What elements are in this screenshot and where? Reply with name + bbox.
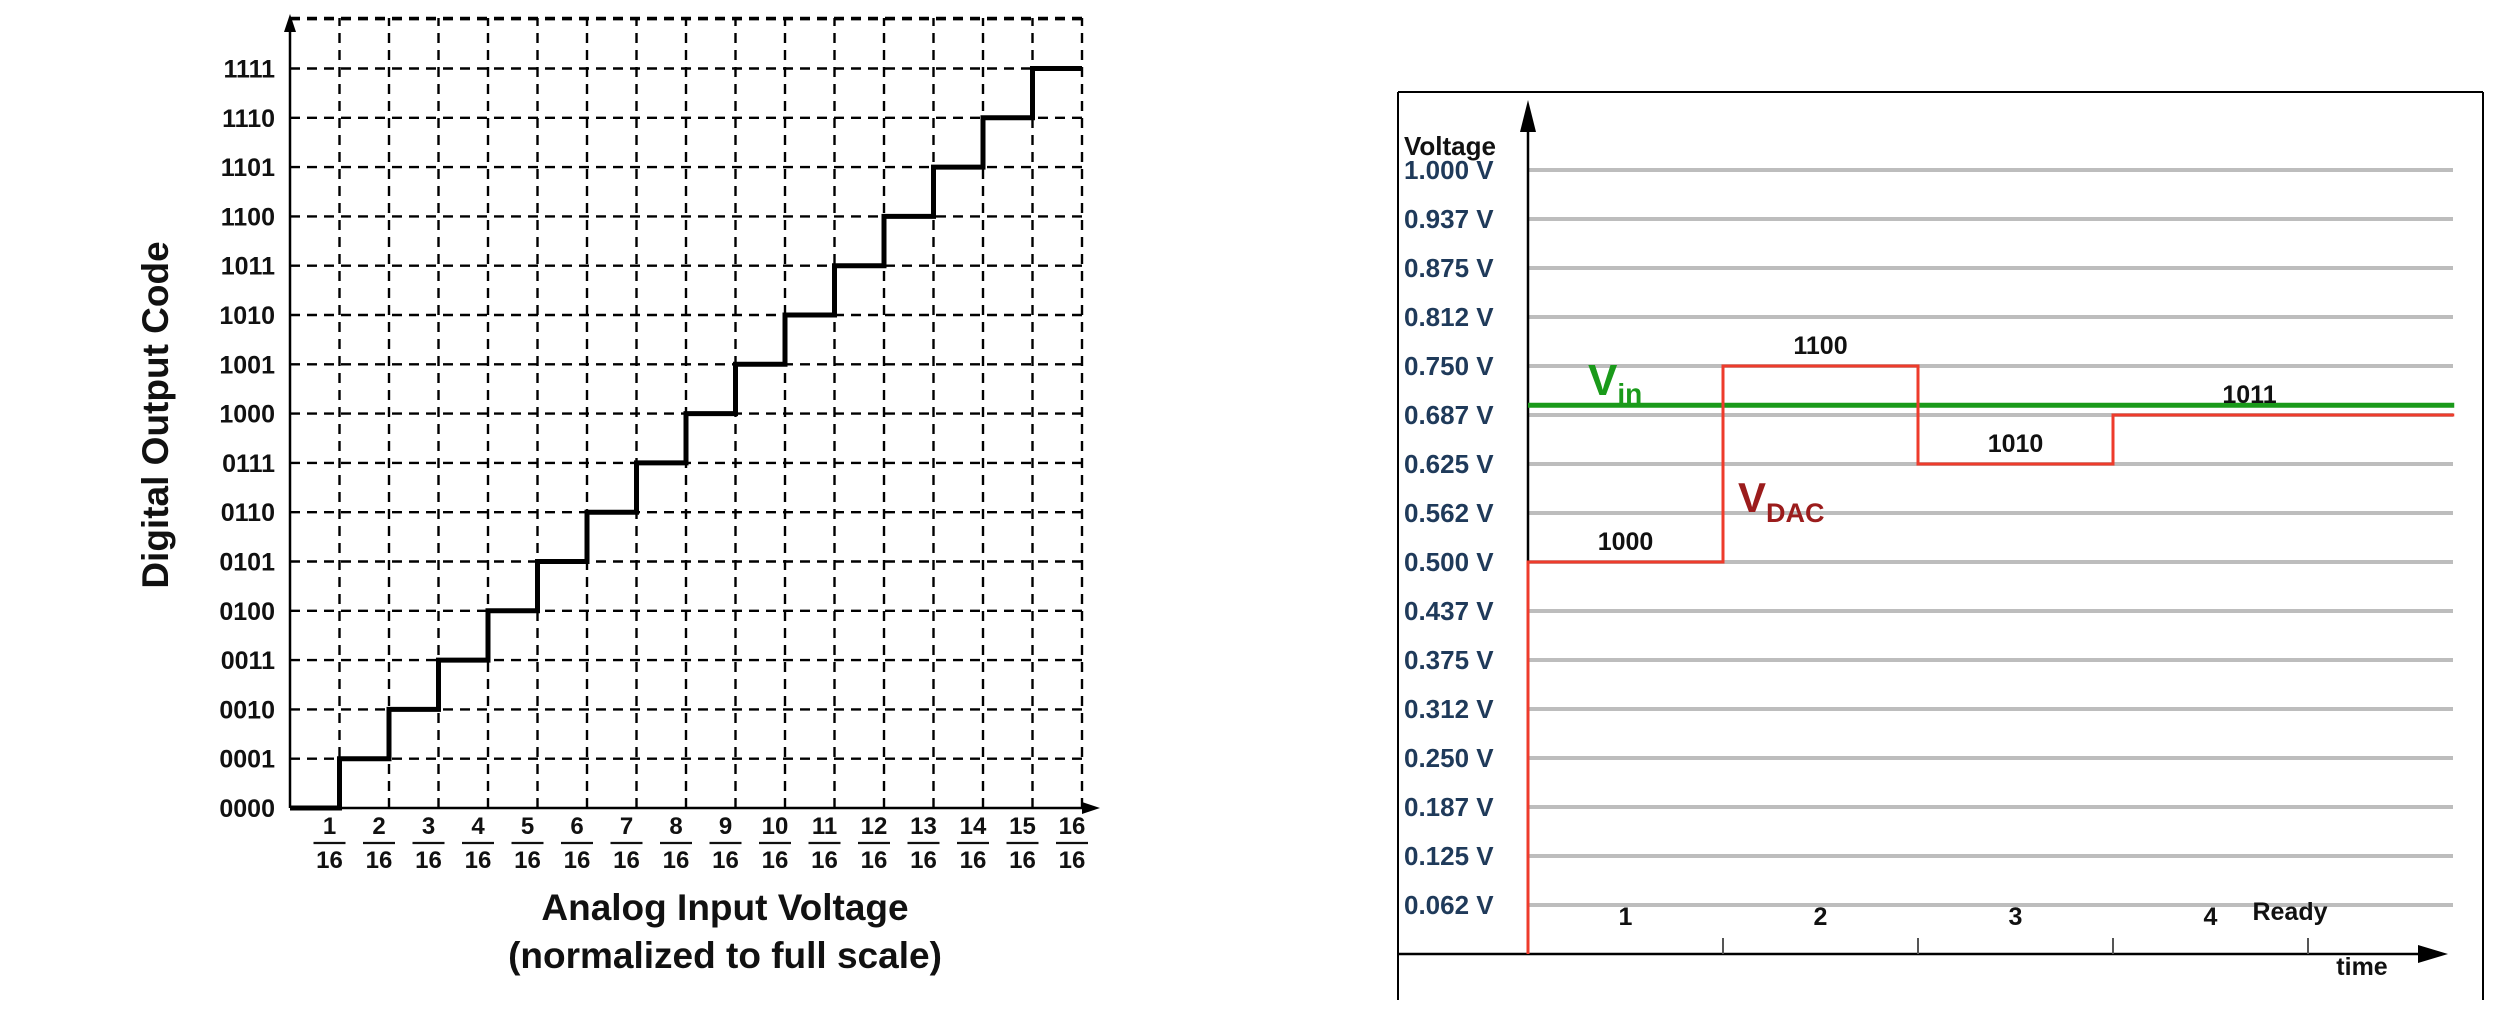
x-tick-numerator: 2: [372, 813, 385, 840]
step-label: 2: [1814, 903, 1828, 931]
vin-label-subscript: in: [1617, 378, 1642, 409]
y-tick-label: 0111: [222, 450, 275, 478]
y-axis-title: Voltage: [1404, 131, 1496, 161]
y-tick-label: 0.437 V: [1404, 596, 1494, 626]
y-tick-label: 0.187 V: [1404, 792, 1494, 822]
y-tick-label: 0.062 V: [1404, 890, 1494, 920]
y-tick-label: 0.312 V: [1404, 694, 1494, 724]
y-tick-label: 1.000 V: [1404, 155, 1494, 185]
x-tick-denominator: 16: [712, 847, 739, 874]
x-tick-denominator: 16: [960, 847, 987, 874]
y-tick-label: 0101: [219, 549, 275, 577]
y-tick-label: 0.125 V: [1404, 841, 1494, 871]
y-tick-label: 0011: [221, 647, 275, 675]
x-tick-numerator: 6: [570, 813, 583, 840]
y-tick-label: 0.812 V: [1404, 302, 1494, 332]
y-axis-arrow: [1520, 100, 1536, 132]
x-tick-denominator: 16: [415, 847, 442, 874]
x-tick-denominator: 16: [465, 847, 492, 874]
x-tick-numerator: 11: [812, 813, 837, 840]
vdac-label-main: V: [1738, 474, 1766, 521]
x-tick-numerator: 7: [620, 813, 633, 840]
y-tick-label: 1011: [221, 253, 275, 281]
y-tick-label: 1010: [219, 302, 275, 330]
y-tick-label: 0.375 V: [1404, 645, 1494, 675]
y-tick-label: 1110: [222, 105, 275, 133]
y-tick-label: 1111: [224, 56, 276, 84]
vdac-label-subscript: DAC: [1766, 498, 1825, 528]
vin-label: Vin: [1588, 356, 1642, 409]
y-tick-label: 0.875 V: [1404, 253, 1494, 283]
code-label: 1011: [2222, 381, 2276, 409]
y-axis-title: Digital Output Code: [135, 241, 176, 588]
y-tick-label: 0010: [219, 696, 275, 724]
x-tick-numerator: 9: [719, 813, 732, 840]
x-tick-denominator: 16: [762, 847, 789, 874]
y-tick-label: 0.500 V: [1404, 547, 1494, 577]
y-tick-label: 0.250 V: [1404, 743, 1494, 773]
x-axis-title: Analog Input Voltage: [541, 887, 908, 928]
x-tick-numerator: 10: [762, 813, 789, 840]
y-tick-label: 0000: [219, 795, 275, 823]
x-tick-denominator: 16: [316, 847, 343, 874]
code-label: 1000: [1598, 528, 1654, 556]
x-tick-denominator: 16: [1009, 847, 1036, 874]
x-axis-arrow: [2418, 945, 2448, 963]
x-tick-numerator: 13: [910, 813, 937, 840]
x-tick-numerator: 5: [521, 813, 534, 840]
x-tick-numerator: 16: [1059, 813, 1086, 840]
y-tick-label: 0.750 V: [1404, 351, 1494, 381]
x-axis-arrow: [1082, 802, 1100, 814]
code-label: 1010: [1988, 430, 2044, 458]
x-tick-numerator: 1: [323, 813, 336, 840]
code-label: 1100: [1793, 332, 1847, 360]
x-tick-denominator: 16: [861, 847, 888, 874]
x-axis-title: time: [2336, 953, 2388, 981]
x-tick-denominator: 16: [613, 847, 640, 874]
x-tick-numerator: 4: [471, 813, 485, 840]
x-tick-denominator: 16: [564, 847, 591, 874]
x-tick-denominator: 16: [811, 847, 838, 874]
x-axis-subtitle: (normalized to full scale): [508, 935, 942, 976]
y-tick-label: 0110: [221, 499, 275, 527]
x-tick-numerator: 12: [861, 813, 888, 840]
x-tick-denominator: 16: [366, 847, 393, 874]
y-tick-label: 1100: [221, 203, 275, 231]
ready-label: Ready: [2252, 898, 2327, 926]
y-tick-label: 1001: [219, 351, 275, 379]
x-tick-denominator: 16: [514, 847, 541, 874]
y-tick-label: 1000: [219, 401, 275, 429]
y-tick-label: 1101: [221, 154, 275, 182]
step-label: 3: [2009, 903, 2023, 931]
x-tick-numerator: 8: [669, 813, 682, 840]
y-tick-label: 0.562 V: [1404, 498, 1494, 528]
y-axis-arrow: [284, 14, 296, 32]
adc-transfer-chart: 0000 0001 0010 0011 0100 0101 0110 0111 1000 1001…: [135, 14, 1100, 976]
step-label: 4: [2204, 903, 2218, 931]
x-tick-numerator: 14: [960, 813, 987, 840]
y-tick-label: 0.687 V: [1404, 400, 1494, 430]
sar-conversion-chart: 1.000 V 0.937 V 0.875 V 0.812 V 0.750 V 0.687…: [1397, 91, 2484, 1000]
y-tick-label: 0001: [219, 746, 275, 774]
y-tick-label: 0.937 V: [1404, 204, 1494, 234]
step-label: 1: [1619, 903, 1633, 931]
y-tick-label: 0.625 V: [1404, 449, 1494, 479]
x-tick-denominator: 16: [663, 847, 690, 874]
vdac-label: VDAC: [1738, 474, 1825, 528]
staircase-line: [290, 66, 1082, 811]
x-tick-numerator: 15: [1009, 813, 1036, 840]
x-tick-numerator: 3: [422, 813, 435, 840]
x-tick-denominator: 16: [910, 847, 937, 874]
y-tick-label: 0100: [219, 598, 275, 626]
vin-label-main: V: [1588, 356, 1618, 405]
x-tick-denominator: 16: [1059, 847, 1086, 874]
vdac-line: [1526, 364, 2455, 954]
